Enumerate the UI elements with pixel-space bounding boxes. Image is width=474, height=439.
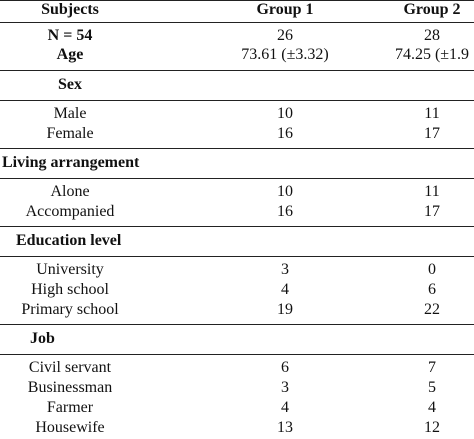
section-title: Education level: [16, 232, 122, 249]
row-label: Primary school: [21, 301, 119, 318]
row-label: Farmer: [46, 399, 94, 416]
cell: 4: [428, 399, 436, 416]
row-label: Male: [53, 105, 87, 122]
cell: 73.61 (±3.32): [241, 46, 329, 63]
cell: 22: [424, 301, 440, 318]
rule: [0, 22, 474, 23]
cell: 17: [424, 203, 440, 220]
cell: 6: [428, 281, 436, 298]
cell: 0: [428, 261, 436, 278]
cell: 10: [277, 183, 293, 200]
section-title: Job: [30, 330, 55, 347]
cell: 19: [277, 301, 293, 318]
row-label: Housewife: [35, 419, 105, 436]
cell: 11: [424, 105, 440, 122]
header-cell: Group 1: [256, 1, 314, 18]
rule: [0, 148, 474, 149]
cell: 11: [424, 183, 440, 200]
rule: [0, 178, 474, 179]
row-label: University: [36, 261, 104, 278]
header-cell: Group 2: [403, 1, 461, 18]
cell: 17: [424, 125, 440, 142]
cell: 12: [424, 419, 440, 436]
cell: 3: [281, 379, 289, 396]
cell: 6: [281, 359, 289, 376]
row-label: Accompanied: [25, 203, 115, 220]
section-title: Sex: [58, 76, 82, 93]
section-title: Living arrangement: [2, 154, 140, 171]
cell: 26: [277, 27, 293, 44]
row-label: Businessman: [27, 379, 113, 396]
cell: 16: [277, 125, 293, 142]
rule: [0, 0, 474, 1]
cell: 16: [277, 203, 293, 220]
cell: 4: [281, 281, 289, 298]
row-label: Female: [46, 125, 94, 142]
cell: 74.25 (±1.9: [394, 46, 470, 63]
cell: 4: [281, 399, 289, 416]
rule: [0, 354, 474, 355]
cell: 3: [281, 261, 289, 278]
cell: 7: [428, 359, 436, 376]
rule: [0, 256, 474, 257]
header-cell: Subjects: [41, 1, 99, 18]
rule: [0, 226, 474, 227]
cell: 5: [428, 379, 436, 396]
row-label: Civil servant: [28, 359, 112, 376]
row-label: Age: [56, 46, 84, 63]
cell: 10: [277, 105, 293, 122]
row-label: High school: [31, 281, 109, 298]
cell: 28: [424, 27, 440, 44]
rule: [0, 324, 474, 325]
rule: [0, 70, 474, 71]
cell: 13: [277, 419, 293, 436]
rule: [0, 100, 474, 101]
row-label: Alone: [50, 183, 90, 200]
row-label: N = 54: [47, 27, 93, 44]
